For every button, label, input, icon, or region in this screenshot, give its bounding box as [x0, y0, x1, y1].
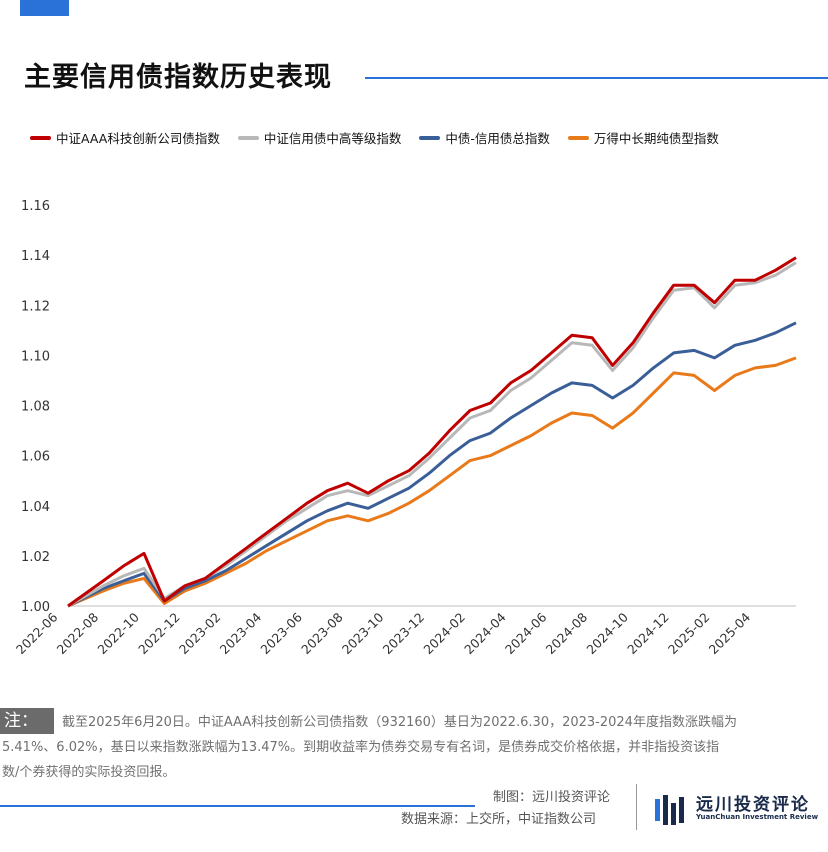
x-axis: 2022-062022-082022-102022-122023-022023-… — [13, 605, 796, 658]
chart-legend: 中证AAA科技创新公司债指数 中证信用债中高等级指数 中债-信用债总指数 万得中… — [30, 128, 719, 147]
legend-swatch-red — [30, 135, 51, 140]
title-rule — [365, 77, 828, 79]
legend-label-wind: 万得中长期纯债型指数 — [593, 131, 719, 146]
line-chart: 1.00 1.02 1.04 1.06 1.08 1.10 1.12 1.14 1.16 202… — [13, 199, 797, 658]
legend-item-chinabond: 中债-信用债总指数 — [419, 128, 550, 147]
note-badge: 注： — [0, 708, 54, 734]
x-tick-label: 2023-12 — [380, 610, 428, 658]
x-tick-label: 2023-10 — [339, 609, 387, 657]
legend-swatch-orange — [567, 135, 589, 140]
legend-swatch-gray — [237, 135, 259, 140]
y-tick-label: 1.08 — [21, 400, 50, 415]
note-line-2: 5.41%、6.02%，基日以来指数涨跌幅为13.47%。到期收益率为债券交易专… — [2, 740, 720, 755]
legend-swatch-blue — [419, 135, 441, 140]
x-tick-label: 2024-08 — [543, 609, 591, 657]
series-line-3 — [67, 356, 797, 608]
bar-chart-logo-icon — [655, 795, 684, 825]
x-tick-label: 2025-02 — [665, 610, 713, 658]
credit-source: 数据来源：上交所，中证指数公司 — [401, 812, 597, 827]
x-tick-label: 2023-04 — [217, 609, 265, 657]
y-tick-label: 1.04 — [21, 500, 50, 515]
logo-name-en: YuanChuan Investment Review — [696, 813, 819, 821]
y-tick-label: 1.00 — [21, 600, 50, 615]
x-tick-label: 2024-06 — [502, 609, 550, 657]
credit-separator — [636, 784, 637, 830]
series-line-2 — [67, 321, 797, 608]
series-line-1 — [67, 261, 797, 608]
x-tick-label: 2024-10 — [583, 609, 631, 657]
x-tick-label: 2022-12 — [135, 610, 183, 658]
series-lines — [67, 256, 797, 608]
x-tick-label: 2022-10 — [94, 609, 142, 657]
y-tick-label: 1.12 — [21, 299, 50, 314]
legend-item-high-grade: 中证信用债中高等级指数 — [237, 128, 402, 147]
x-tick-label: 2022-06 — [13, 609, 61, 657]
x-tick-label: 2022-08 — [54, 609, 102, 657]
page-title: 主要信用债指数历史表现 — [24, 62, 332, 93]
x-tick-label: 2023-06 — [257, 609, 305, 657]
y-tick-label: 1.06 — [21, 450, 50, 465]
x-tick-label: 2023-02 — [176, 610, 224, 658]
x-tick-label: 2023-08 — [298, 609, 346, 657]
top-accent-block — [20, 0, 69, 16]
legend-label-high-grade: 中证信用债中高等级指数 — [263, 131, 402, 146]
y-tick-label: 1.02 — [21, 550, 50, 565]
legend-label-aaa: 中证AAA科技创新公司债指数 — [56, 131, 220, 146]
x-tick-label: 2025-04 — [706, 609, 754, 657]
logo-name-cn: 远川投资评论 — [696, 795, 810, 815]
legend-item-aaa: 中证AAA科技创新公司债指数 — [30, 128, 220, 147]
x-tick-label: 2024-04 — [461, 609, 509, 657]
y-tick-label: 1.14 — [21, 249, 50, 264]
y-tick-label: 1.10 — [21, 349, 50, 364]
note-line-3: 数/个券获得的实际投资回报。 — [2, 765, 176, 780]
series-line-0 — [67, 256, 797, 608]
note-line-1: 截至2025年6月20日。中证AAA科技创新公司债指数（932160）基日为20… — [62, 715, 737, 730]
x-tick-label: 2024-02 — [420, 610, 468, 658]
y-axis: 1.00 1.02 1.04 1.06 1.08 1.10 1.12 1.14 1.16 — [21, 199, 50, 615]
y-tick-label: 1.16 — [21, 199, 50, 214]
legend-label-chinabond: 中债-信用债总指数 — [445, 131, 550, 146]
bottom-rule — [0, 805, 475, 807]
credit-made-by: 制图：远川投资评论 — [493, 790, 611, 805]
x-tick-label: 2024-12 — [624, 610, 672, 658]
legend-item-wind: 万得中长期纯债型指数 — [567, 128, 719, 147]
note-text: 截至2025年6月20日。中证AAA科技创新公司债指数（932160）基日为20… — [2, 710, 802, 785]
